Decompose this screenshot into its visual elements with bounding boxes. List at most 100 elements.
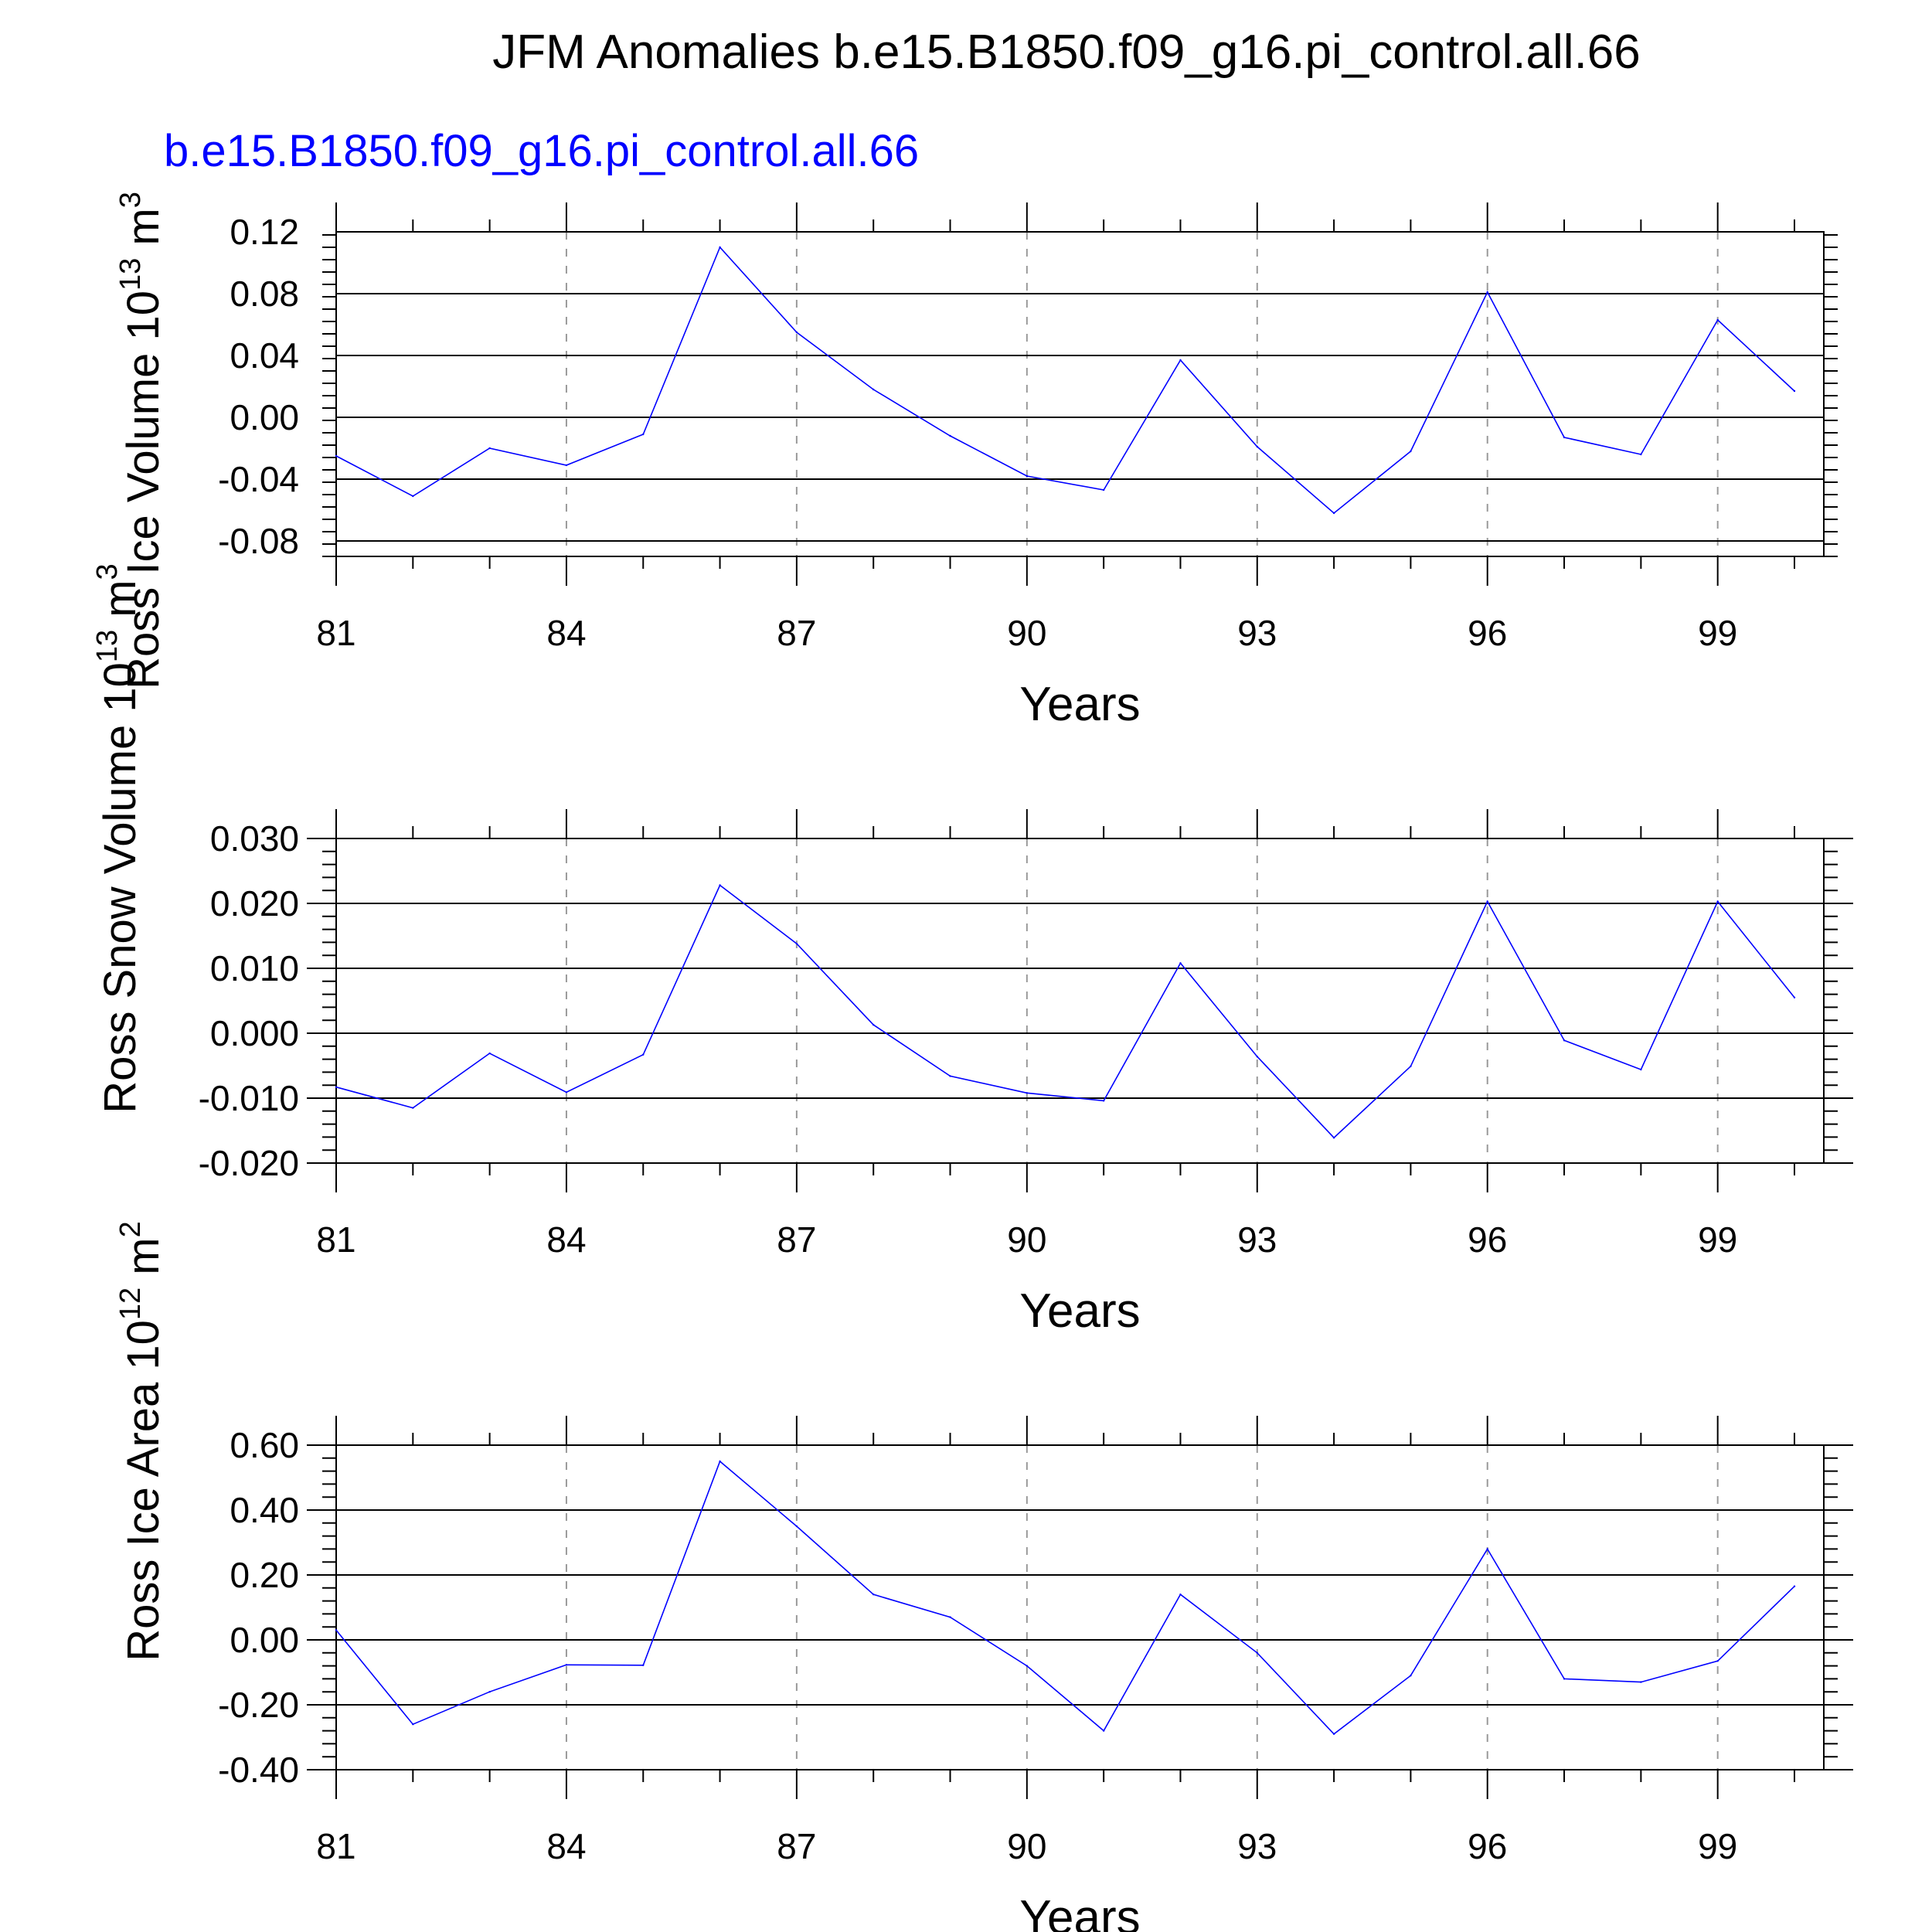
x-axis-title: Years xyxy=(1019,1284,1140,1338)
data-point xyxy=(872,1594,875,1596)
panels: 81 84 87 90 93 96 99 0.12 0.08 0.04 0.00 -0.04 -0.08… xyxy=(91,192,1853,1932)
y-tick-label: -0.010 xyxy=(199,1078,299,1118)
data-point xyxy=(1179,359,1182,362)
data-point xyxy=(1026,1665,1029,1667)
data-point xyxy=(1716,1660,1719,1662)
data-point xyxy=(719,1460,721,1463)
panel-3: 81 84 87 90 93 96 99 0.60 0.40 0.20 0.00 -0.20 -0.40… xyxy=(114,1221,1853,1932)
data-point xyxy=(795,1525,798,1528)
data-point xyxy=(1640,1068,1642,1071)
data-point xyxy=(642,1053,645,1056)
chart-title: JFM Anomalies b.e15.B1850.f09_g16.pi_con… xyxy=(492,26,1641,79)
data-point xyxy=(1716,318,1719,321)
data-point xyxy=(872,388,875,391)
data-point xyxy=(488,1052,491,1055)
data-point xyxy=(1716,900,1719,903)
y-tick-label: -0.40 xyxy=(218,1750,299,1790)
x-tick-label: 90 xyxy=(1007,1219,1046,1260)
data-point xyxy=(1332,1733,1335,1735)
data-point xyxy=(1410,450,1412,453)
x-tick-label: 93 xyxy=(1237,1219,1277,1260)
y-tick-label: -0.04 xyxy=(218,459,299,499)
data-point xyxy=(1026,1092,1029,1094)
x-tick-label: 93 xyxy=(1237,613,1277,653)
data-point xyxy=(1179,1594,1182,1596)
data-point xyxy=(949,434,951,437)
data-point xyxy=(872,1023,875,1026)
series-line xyxy=(335,884,1795,1139)
series-line xyxy=(335,1460,1795,1735)
panel-2: 81 84 87 90 93 96 99 0.030 0.020 0.010 0.000 -0.010… xyxy=(91,563,1853,1338)
y-tick-label: 0.030 xyxy=(210,818,299,859)
x-tick-label: 99 xyxy=(1698,1826,1737,1866)
data-point xyxy=(1256,445,1258,448)
x-tick-label: 87 xyxy=(777,613,816,653)
data-point xyxy=(1102,488,1105,492)
data-point xyxy=(1410,1065,1412,1068)
data-point xyxy=(642,1664,645,1666)
y-tick-label: 0.00 xyxy=(230,1620,299,1660)
x-axis-title: Years xyxy=(1019,1891,1140,1932)
x-tick-label: 84 xyxy=(546,1219,586,1260)
data-point xyxy=(412,1107,414,1109)
data-point xyxy=(1102,1100,1105,1102)
x-tick-label: 87 xyxy=(777,1826,816,1866)
data-point xyxy=(1026,474,1029,478)
x-tick-label: 90 xyxy=(1007,613,1046,653)
data-point xyxy=(488,447,491,450)
data-point xyxy=(1486,291,1488,294)
x-tick-label: 84 xyxy=(546,613,586,653)
data-point xyxy=(335,1086,338,1088)
data-point xyxy=(335,1629,338,1631)
data-point xyxy=(1410,1675,1412,1677)
x-tick-label: 96 xyxy=(1468,1219,1507,1260)
data-point xyxy=(1793,389,1796,393)
y-axis-title: Ross Ice Area 1012 m2 xyxy=(114,1221,168,1662)
x-tick-label: 81 xyxy=(316,613,355,653)
data-point xyxy=(795,942,798,945)
data-point xyxy=(1256,1056,1258,1058)
data-point xyxy=(1332,512,1335,515)
plot-frame xyxy=(335,231,1825,557)
data-point xyxy=(1563,1678,1566,1680)
data-point xyxy=(1793,1585,1796,1587)
chart-subtitle: b.e15.B1850.f09_g16.pi_control.all.66 xyxy=(164,126,919,176)
data-point xyxy=(1486,1548,1488,1550)
x-tick-label: 81 xyxy=(316,1826,355,1866)
data-point xyxy=(335,454,338,457)
y-tick-label: 0.04 xyxy=(230,335,299,376)
data-point xyxy=(1102,1730,1105,1732)
y-tick-label: -0.08 xyxy=(218,521,299,561)
x-tick-label: 99 xyxy=(1698,1219,1737,1260)
data-point xyxy=(1793,996,1796,999)
data-point xyxy=(1563,1039,1566,1042)
y-tick-label: 0.00 xyxy=(230,397,299,437)
x-tick-label: 81 xyxy=(316,1219,355,1260)
data-point xyxy=(949,1616,951,1618)
data-point xyxy=(1332,1137,1335,1139)
data-point xyxy=(1256,1651,1258,1654)
data-point xyxy=(1486,900,1488,903)
x-tick-label: 99 xyxy=(1698,613,1737,653)
y-tick-label: 0.08 xyxy=(230,274,299,314)
data-point xyxy=(719,884,721,886)
x-tick-label: 84 xyxy=(546,1826,586,1866)
x-tick-label: 87 xyxy=(777,1219,816,1260)
data-point xyxy=(719,246,721,249)
data-point xyxy=(488,1691,491,1693)
y-tick-label: 0.000 xyxy=(210,1013,299,1053)
data-point xyxy=(1563,436,1566,439)
data-point xyxy=(412,495,414,498)
y-tick-label: 0.12 xyxy=(230,212,299,252)
x-axis-title: Years xyxy=(1019,678,1140,731)
data-point xyxy=(565,1664,568,1666)
data-point xyxy=(1640,453,1642,456)
x-tick-label: 93 xyxy=(1237,1826,1277,1866)
data-point xyxy=(795,331,798,334)
y-tick-label: 0.020 xyxy=(210,883,299,923)
y-tick-label: -0.020 xyxy=(199,1143,299,1183)
data-point xyxy=(565,1091,568,1094)
x-tick-label: 96 xyxy=(1468,613,1507,653)
data-point xyxy=(1179,962,1182,964)
x-tick-label: 96 xyxy=(1468,1826,1507,1866)
